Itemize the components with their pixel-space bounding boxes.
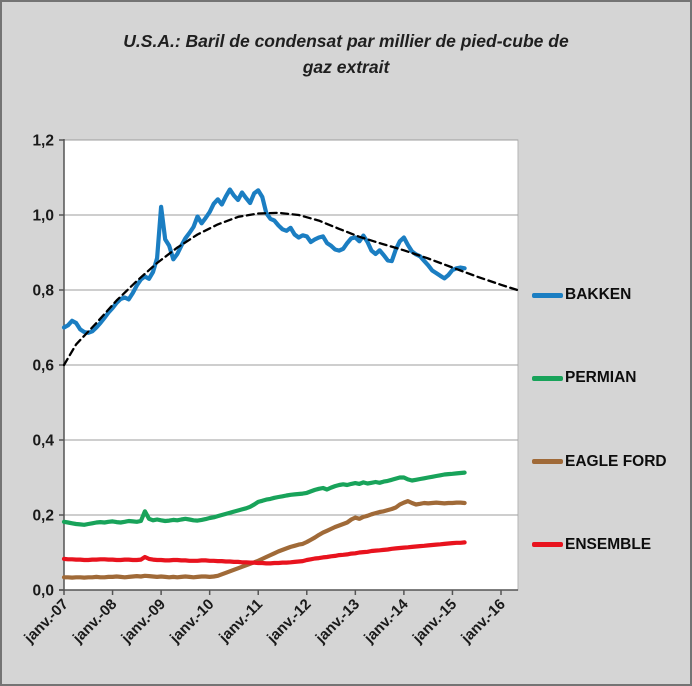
x-tick-label: janv.-13 xyxy=(312,596,363,647)
legend-label-permian: PERMIAN xyxy=(565,369,637,387)
legend-item-permian: PERMIAN xyxy=(532,368,690,388)
legend-item-ensemble: ENSEMBLE xyxy=(532,535,690,555)
x-tick-label: janv.-14 xyxy=(360,595,412,647)
x-tick-label: janv.-07 xyxy=(20,596,71,647)
chart-title-line2: gaz extrait xyxy=(302,57,390,77)
legend-label-eagle-ford: EAGLE FORD xyxy=(565,452,667,470)
legend-item-bakken: BAKKEN xyxy=(532,285,690,305)
y-tick-label: 0,8 xyxy=(32,283,54,300)
y-tick-label: 0,6 xyxy=(32,358,54,375)
legend-item-eagle-ford: EAGLE FORD xyxy=(532,452,690,472)
y-tick-label: 0,0 xyxy=(32,583,54,600)
y-tick-label: 1,2 xyxy=(32,133,54,150)
x-tick-label: janv.-12 xyxy=(263,596,314,647)
trend-dashed-line xyxy=(62,211,519,367)
legend-label-ensemble: ENSEMBLE xyxy=(565,535,652,553)
bakken-line xyxy=(61,187,467,335)
ensemble-line xyxy=(61,540,467,566)
permian-swatch-line xyxy=(532,375,563,381)
eagle-ford-swatch-line xyxy=(532,459,563,465)
legend: BAKKEN PERMIAN EAGLE FORD ENSEMBLE xyxy=(532,285,690,555)
y-tick-label: 1,0 xyxy=(32,208,54,225)
y-tick-label: 0,2 xyxy=(32,508,54,525)
y-tick-label: 0,4 xyxy=(32,433,54,450)
chart-title: U.S.A.: Baril de condensat par millier d… xyxy=(46,28,646,80)
x-tick-label: janv.-10 xyxy=(166,596,217,647)
x-tick-label: janv.-09 xyxy=(117,596,168,647)
ensemble-swatch-line xyxy=(532,542,563,548)
bakken-swatch-line xyxy=(532,292,563,298)
x-tick-label: janv.-11 xyxy=(215,596,266,647)
legend-label-bakken: BAKKEN xyxy=(565,286,632,303)
chart-title-line1: U.S.A.: Baril de condensat par millier d… xyxy=(123,31,569,51)
x-tick-label: janv.-16 xyxy=(457,596,508,647)
eagle-ford-line xyxy=(61,499,467,580)
x-tick-label: janv.-15 xyxy=(409,596,460,647)
permian-line xyxy=(61,470,467,527)
x-tick-label: janv.-08 xyxy=(69,596,120,647)
